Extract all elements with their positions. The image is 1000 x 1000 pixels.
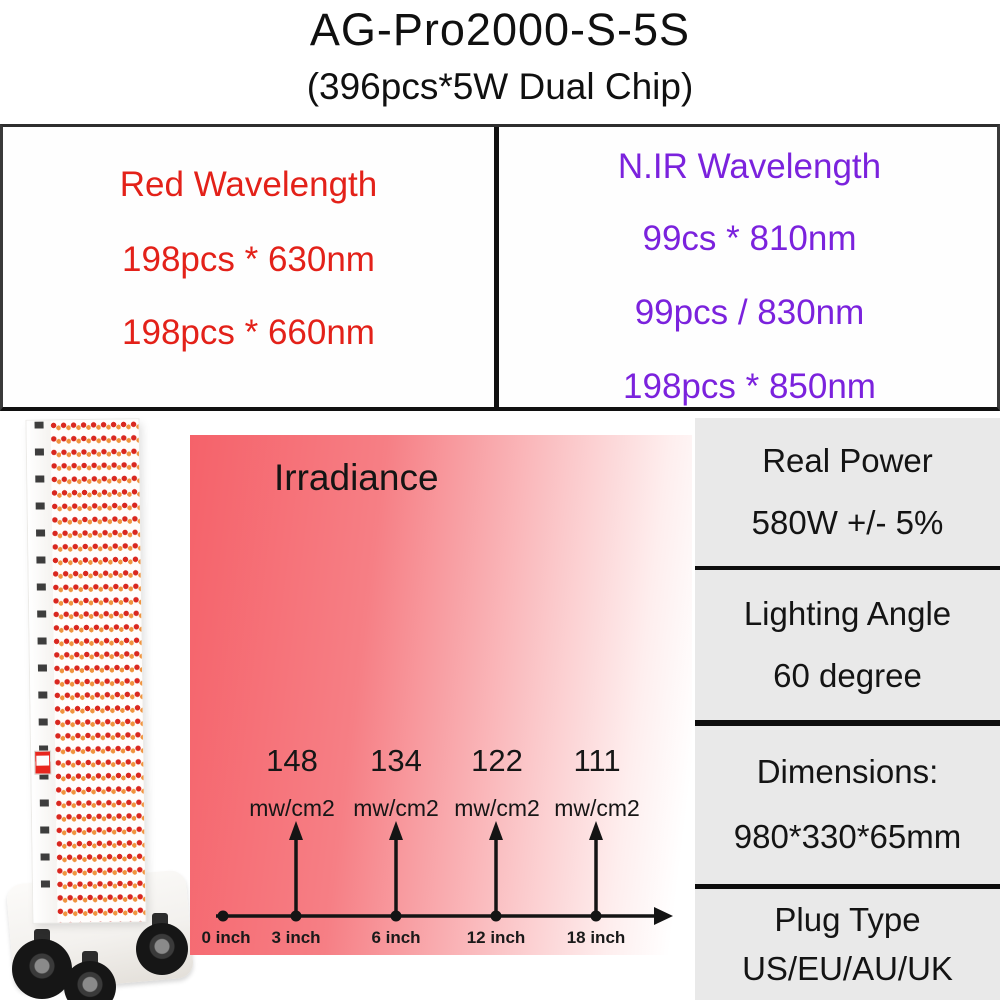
control-display (34, 750, 52, 775)
red-wavelength-item: 198pcs * 630nm (122, 240, 375, 279)
nir-wavelength-item: 198pcs * 850nm (623, 367, 876, 406)
red-wavelength-title: Red Wavelength (119, 165, 378, 204)
spec-row-dimensions: Dimensions: 980*330*65mm (695, 726, 1000, 884)
bottom-section: Irradiance 148 mw/cm2 134 mw/cm2 122 mw/… (0, 411, 1000, 1000)
spec-row-plug-type: Plug Type US/EU/AU/UK (695, 889, 1000, 1000)
nir-wavelength-title: N.IR Wavelength (617, 147, 882, 186)
mounting-clips (34, 421, 50, 894)
product-photo (0, 411, 205, 1000)
nir-wavelength-item: 99cs * 810nm (642, 219, 857, 258)
caster-wheel (12, 939, 72, 999)
chart-unit: mw/cm2 (353, 795, 439, 821)
spec-divider (695, 566, 1000, 570)
product-title: AG-Pro2000-S-5S (309, 4, 691, 55)
spec-row-real-power: Real Power 580W +/- 5% (695, 418, 1000, 566)
spec-table: Real Power 580W +/- 5% Lighting Angle 60… (695, 418, 1000, 1000)
spec-value: 60 degree (773, 656, 922, 694)
chart-unit: mw/cm2 (554, 795, 640, 821)
chart-value: 134 (370, 743, 422, 778)
chart-unit: mw/cm2 (249, 795, 335, 821)
axis-tick-label: 6 inch (371, 928, 421, 947)
nir-wavelength-column: N.IR Wavelength 99cs * 810nm 99pcs / 830… (499, 127, 1000, 407)
chart-value: 148 (266, 743, 318, 778)
axis-tick-label: 12 inch (466, 928, 526, 947)
chart-value: 111 (573, 743, 621, 778)
header: AG-Pro2000-S-5S (396pcs*5W Dual Chip) (0, 0, 1000, 124)
spec-value: 580W +/- 5% (751, 503, 944, 541)
caster-wheel (64, 961, 116, 1000)
spec-value: US/EU/AU/UK (742, 949, 953, 987)
caster-wheel (136, 923, 188, 975)
column-divider (494, 127, 499, 407)
red-wavelength-column: Red Wavelength 198pcs * 630nm 198pcs * 6… (3, 127, 494, 407)
spec-label: Dimensions: (756, 753, 939, 791)
axis-tick-label: 0 inch (201, 928, 251, 947)
chart-data-point: 148 mw/cm2 (217, 743, 367, 822)
spec-label: Lighting Angle (743, 594, 952, 632)
chart-value: 122 (471, 743, 523, 778)
red-wavelength-item: 198pcs * 660nm (122, 313, 375, 352)
led-array (50, 419, 146, 923)
spec-divider (695, 884, 1000, 889)
spec-label: Real Power (762, 442, 933, 480)
spec-row-lighting-angle: Lighting Angle 60 degree (695, 570, 1000, 720)
spec-divider (695, 720, 1000, 726)
product-subtitle: (396pcs*5W Dual Chip) (306, 66, 694, 107)
led-panel (26, 419, 146, 923)
spec-value: 980*330*65mm (733, 818, 962, 856)
chart-unit: mw/cm2 (454, 795, 540, 821)
chart-data-point: 111 mw/cm2 (522, 743, 672, 822)
axis-tick-label: 18 inch (566, 928, 626, 947)
chart-title: Irradiance (274, 457, 439, 498)
axis-arrows (216, 821, 673, 925)
chart-data-point: 122 mw/cm2 (422, 743, 572, 822)
spec-label: Plug Type (774, 900, 921, 938)
chart-data-point: 134 mw/cm2 (321, 743, 471, 822)
axis-tick-label: 3 inch (271, 928, 321, 947)
nir-wavelength-item: 99pcs / 830nm (634, 293, 865, 332)
wavelength-section: Red Wavelength 198pcs * 630nm 198pcs * 6… (0, 124, 1000, 411)
irradiance-chart: Irradiance 148 mw/cm2 134 mw/cm2 122 mw/… (190, 435, 692, 955)
